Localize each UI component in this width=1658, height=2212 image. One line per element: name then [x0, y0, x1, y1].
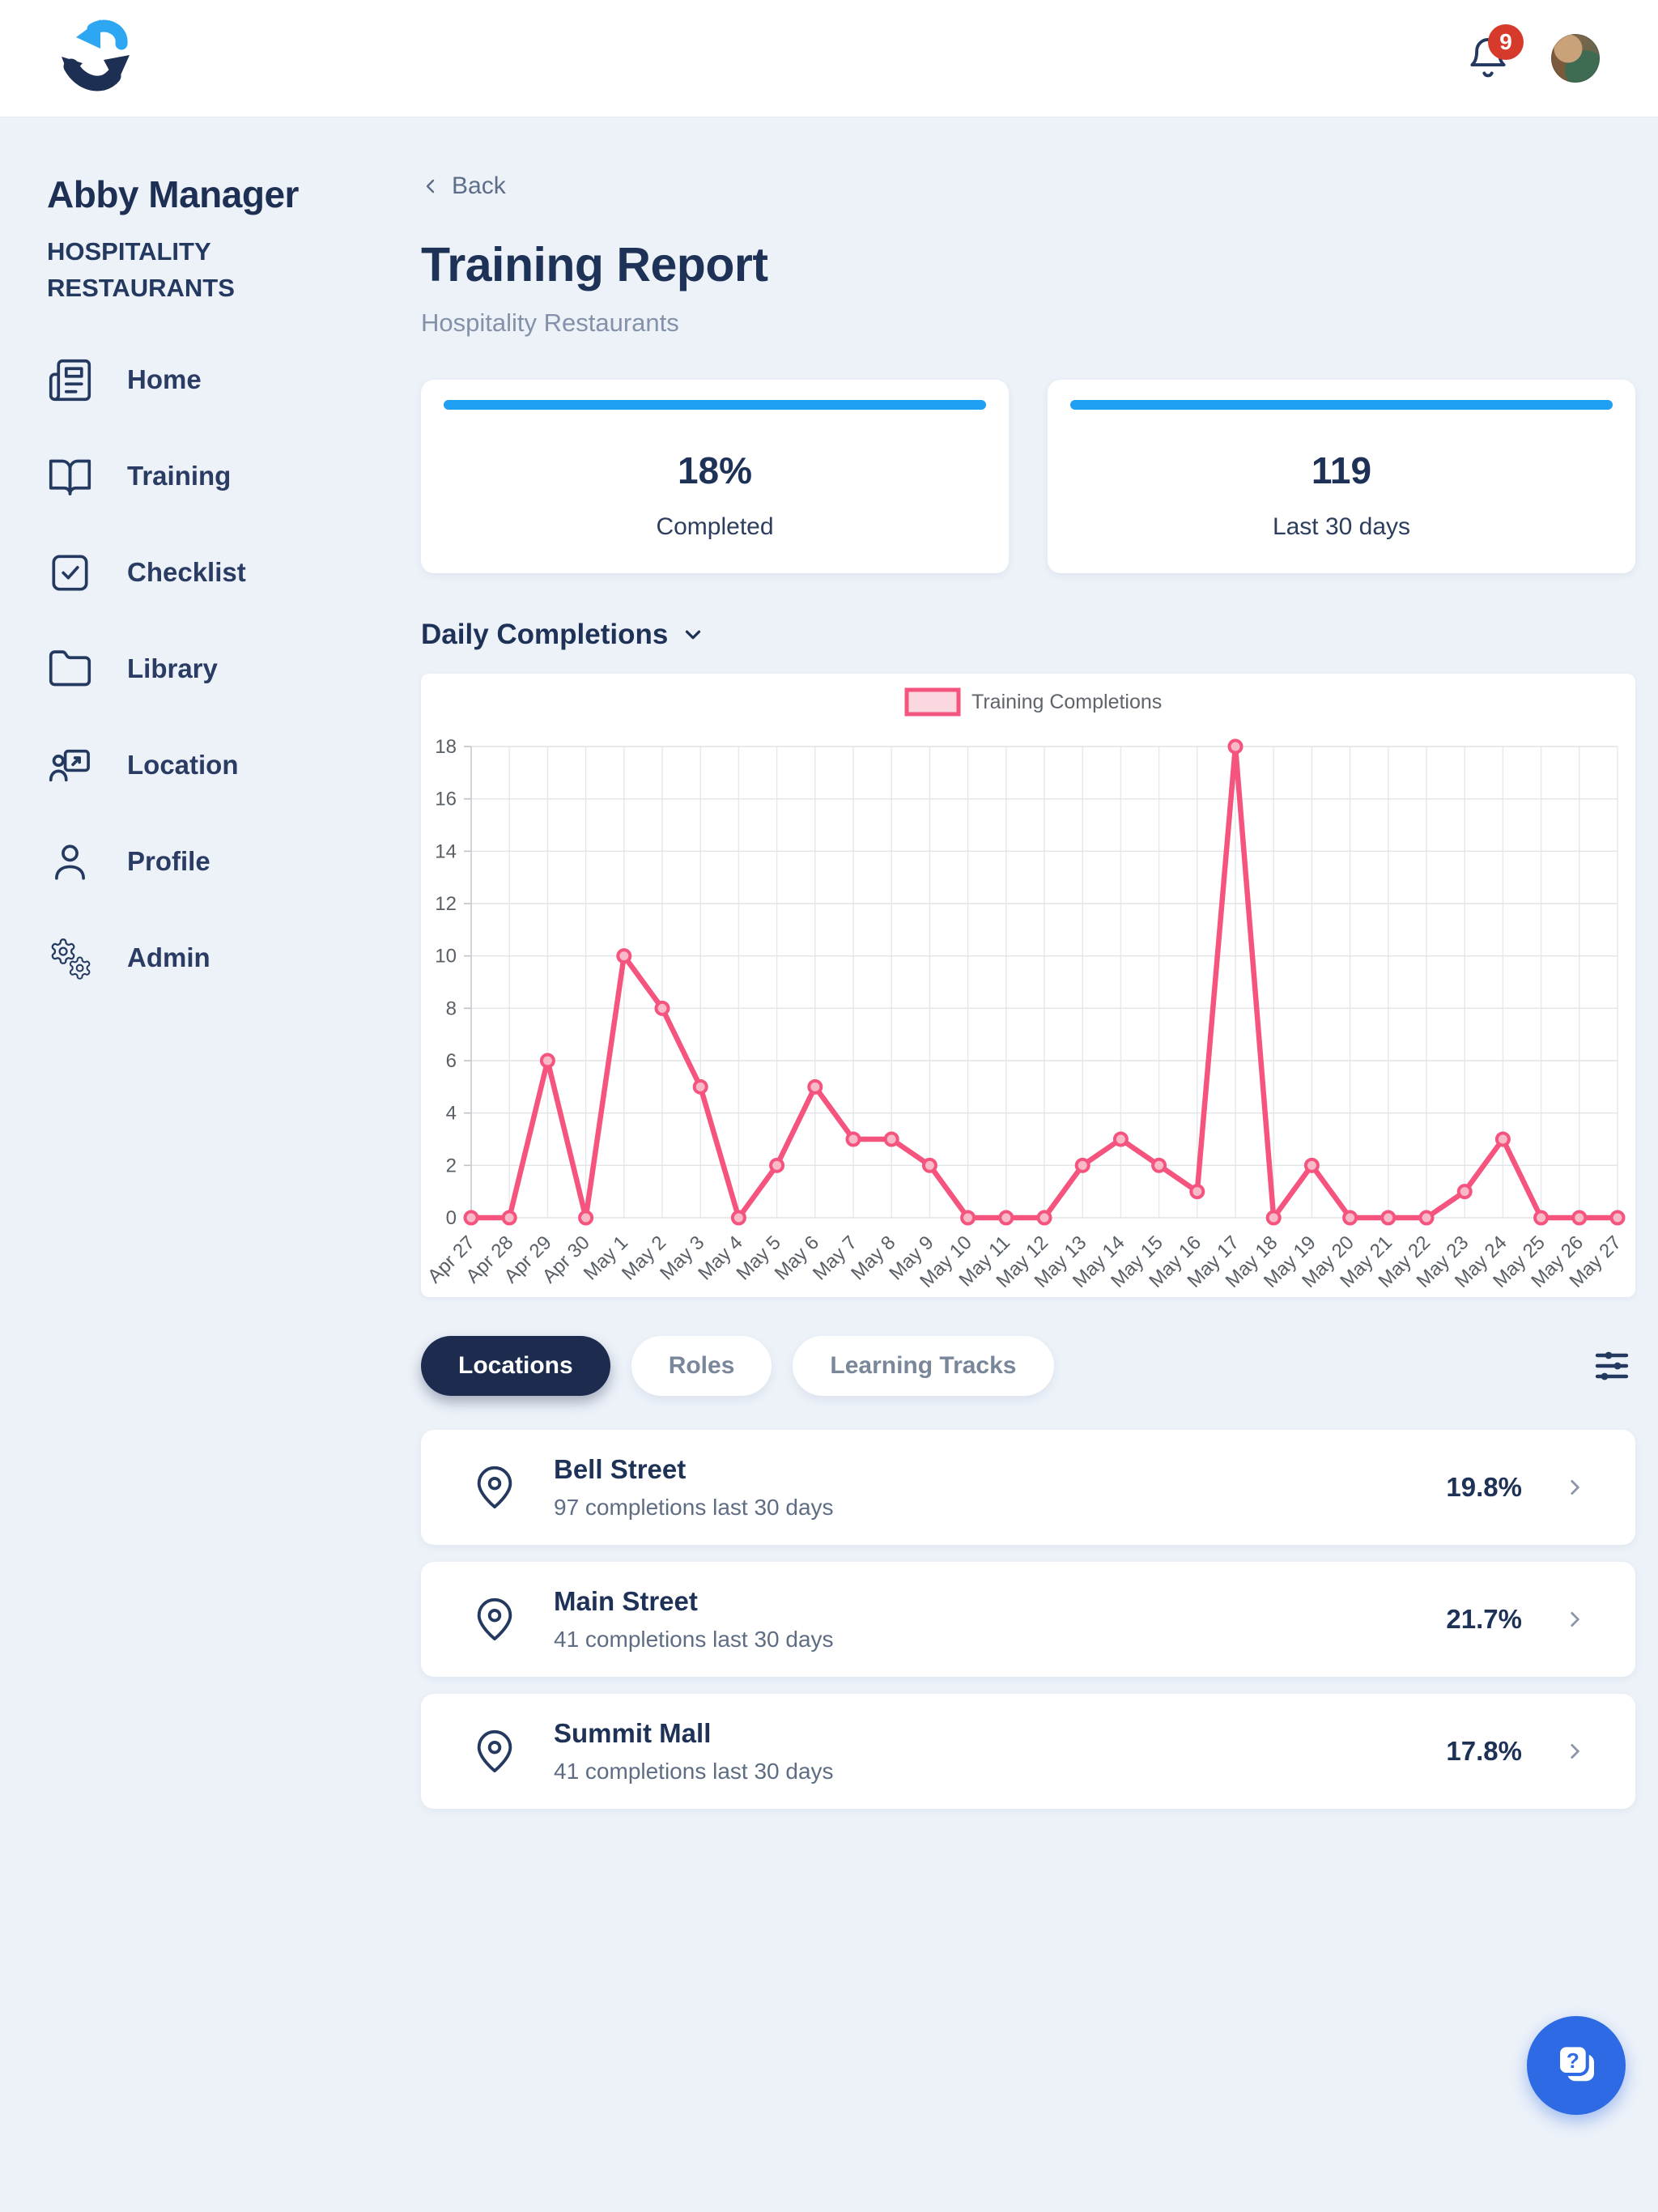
stat-value: 119 [1311, 449, 1372, 491]
checklist-icon [52, 555, 88, 591]
sidebar-item-training[interactable]: Training [47, 453, 421, 500]
svg-text:12: 12 [435, 893, 457, 915]
newspaper-icon [49, 359, 91, 401]
user-name: Abby Manager [47, 173, 299, 215]
notifications-button[interactable]: 9 [1465, 24, 1524, 83]
sidebar-item-label: Training [127, 461, 232, 491]
back-button[interactable]: Back [421, 172, 506, 200]
sidebar-item-library[interactable]: Library [47, 646, 421, 692]
person-icon [55, 844, 85, 880]
filter-button[interactable] [1588, 1342, 1635, 1389]
chevron-down-icon [686, 630, 701, 640]
svg-text:?: ? [1567, 2048, 1579, 2073]
stat-cards-row: 18% Completed 119 Last 30 days [421, 380, 1635, 573]
svg-text:16: 16 [435, 789, 457, 810]
page-subtitle: Hospitality Restaurants [421, 308, 679, 337]
location-text: Summit Mall 41 completions last 30 days [554, 1718, 1446, 1784]
svg-text:0: 0 [446, 1207, 457, 1229]
sidebar-item-location[interactable]: Location [47, 742, 421, 789]
book-open-icon [49, 459, 91, 496]
svg-text:14: 14 [435, 840, 457, 862]
chevron-right-icon [1571, 1612, 1579, 1627]
tab-roles[interactable]: Roles [631, 1336, 772, 1396]
location-text: Main Street 41 completions last 30 days [554, 1586, 1446, 1653]
org-name: HOSPITALITY RESTAURANTS [47, 237, 235, 302]
sidebar-item-label: Checklist [127, 557, 246, 588]
locations-list: Bell Street 97 completions last 30 days … [421, 1430, 1635, 1809]
sidebar-item-label: Profile [127, 846, 210, 877]
svg-text:4: 4 [446, 1103, 457, 1125]
notification-badge: 9 [1488, 24, 1524, 60]
top-header: 9 [0, 0, 1658, 117]
help-icon: ? [1556, 2044, 1594, 2082]
location-text: Bell Street 97 completions last 30 days [554, 1454, 1446, 1521]
content-area: Abby Manager HOSPITALITY RESTAURANTS Hom… [0, 117, 1658, 1826]
map-pin-icon [477, 1597, 512, 1641]
sidebar-item-label: Admin [127, 942, 210, 973]
chart-section-title: Daily Completions [421, 619, 669, 650]
location-name: Main Street [554, 1586, 698, 1616]
help-button[interactable]: ? [1527, 2016, 1626, 2115]
location-percent: 19.8% [1446, 1472, 1522, 1502]
location-detail: 41 completions last 30 days [554, 1759, 834, 1784]
location-row-bell-street[interactable]: Bell Street 97 completions last 30 days … [421, 1430, 1635, 1545]
page-title: Training Report [421, 238, 768, 291]
sidebar-item-home[interactable]: Home [47, 357, 421, 403]
location-percent: 17.8% [1446, 1736, 1522, 1766]
location-percent: 21.7% [1446, 1604, 1522, 1634]
sidebar-item-admin[interactable]: Admin [47, 935, 421, 981]
sidebar-item-label: Location [127, 750, 239, 781]
svg-text:18: 18 [435, 736, 457, 758]
sidebar: Abby Manager HOSPITALITY RESTAURANTS Hom… [0, 172, 421, 1826]
tab-locations[interactable]: Locations [421, 1336, 610, 1396]
location-detail: 97 completions last 30 days [554, 1495, 834, 1520]
sidebar-nav: Home Training Checklist [47, 357, 421, 981]
sidebar-item-checklist[interactable]: Checklist [47, 550, 421, 596]
report-tabs: Locations Roles Learning Tracks [421, 1336, 1635, 1396]
back-label: Back [452, 172, 506, 199]
location-row-main-street[interactable]: Main Street 41 completions last 30 days … [421, 1562, 1635, 1677]
sliders-icon [1595, 1351, 1629, 1380]
stat-card-completed: 18% Completed [421, 380, 1009, 573]
header-actions: 9 [1465, 24, 1600, 83]
folder-icon [49, 650, 91, 687]
map-pin-icon [477, 1465, 512, 1509]
svg-text:8: 8 [446, 998, 457, 1019]
tab-learning-tracks[interactable]: Learning Tracks [793, 1336, 1054, 1396]
location-name: Bell Street [554, 1454, 687, 1484]
stat-card-last-30-days: 119 Last 30 days [1048, 380, 1635, 573]
app-logo-icon[interactable] [58, 16, 139, 100]
stat-label: Completed [656, 513, 774, 540]
stat-label: Last 30 days [1272, 513, 1411, 540]
main-panel: Back Training Report Hospitality Restaur… [421, 172, 1635, 1826]
location-row-summit-mall[interactable]: Summit Mall 41 completions last 30 days … [421, 1694, 1635, 1809]
svg-text:Training Completions: Training Completions [971, 691, 1162, 713]
svg-text:10: 10 [435, 946, 457, 968]
chart-metric-dropdown[interactable]: Daily Completions [421, 619, 705, 651]
location-board-icon [49, 749, 90, 782]
sidebar-item-label: Library [127, 653, 218, 684]
sidebar-item-profile[interactable]: Profile [47, 839, 421, 885]
location-detail: 41 completions last 30 days [554, 1627, 834, 1652]
stat-card-accent-bar [444, 400, 986, 410]
chevron-right-icon [1571, 1744, 1579, 1759]
svg-text:2: 2 [446, 1155, 457, 1176]
svg-text:6: 6 [446, 1050, 457, 1072]
gears-icon [51, 938, 91, 980]
daily-completions-chart: 0 2 4 6 8 10 12 14 16 18 Apr 27 Apr 28 Apr 29 Apr 30 M… [421, 674, 1635, 1297]
stat-card-accent-bar [1070, 400, 1613, 410]
chevron-right-icon [1571, 1480, 1579, 1495]
chevron-left-icon [426, 179, 435, 194]
avatar[interactable] [1551, 34, 1600, 83]
map-pin-icon [477, 1729, 512, 1773]
location-name: Summit Mall [554, 1718, 712, 1748]
stat-value: 18% [677, 449, 753, 491]
sidebar-item-label: Home [127, 364, 202, 395]
